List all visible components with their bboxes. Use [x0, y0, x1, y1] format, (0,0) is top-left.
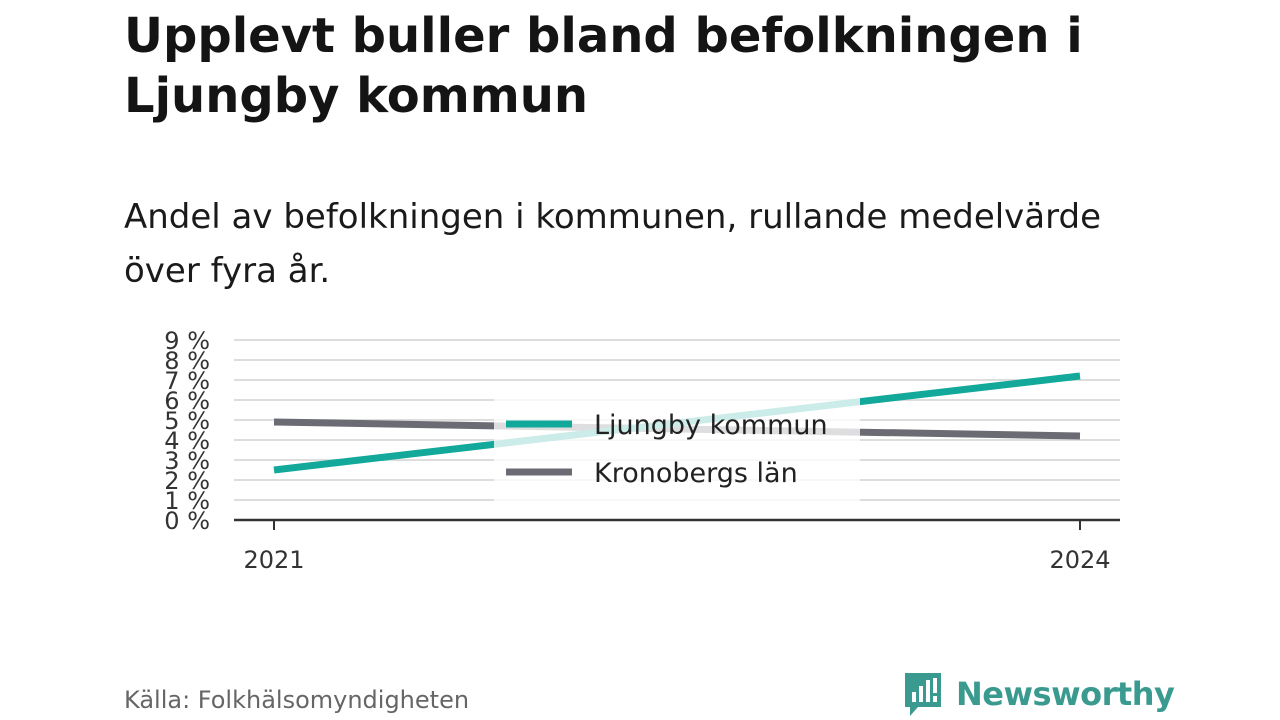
chart-title: Upplevt buller bland befolkningen i Ljun…: [124, 8, 1083, 124]
legend: Ljungby kommun Kronobergs län: [494, 398, 860, 502]
chat-bubble-bar-chart-icon: [905, 673, 941, 716]
y-tick-label: 7 %: [164, 367, 210, 395]
y-tick-label: 6 %: [164, 387, 210, 415]
legend-label: Ljungby kommun: [594, 410, 828, 441]
legend-box: [494, 398, 860, 502]
axes: 0 %1 %2 %3 %4 %5 %6 %7 %8 %9 % 2021 2024: [164, 327, 1120, 574]
y-tick-label: 1 %: [164, 487, 210, 515]
source-note: Källa: Folkhälsomyndigheten: [124, 686, 470, 714]
y-tick-label: 9 %: [164, 327, 210, 355]
y-tick-label: 8 %: [164, 347, 210, 375]
y-tick-label: 3 %: [164, 447, 210, 475]
y-tick-label: 2 %: [164, 467, 210, 495]
legend-label: Kronobergs län: [594, 458, 798, 489]
brand: Newsworthy: [902, 670, 1175, 718]
y-tick-label: 4 %: [164, 427, 210, 455]
x-tick-label: 2024: [1049, 546, 1110, 574]
line-chart: 0 %1 %2 %3 %4 %5 %6 %7 %8 %9 % 2021 2024 L…: [164, 327, 1120, 574]
x-tick-label: 2021: [243, 546, 304, 574]
y-tick-label: 0 %: [164, 507, 210, 535]
y-tick-label: 5 %: [164, 407, 210, 435]
brand-name: Newsworthy: [956, 675, 1175, 713]
chart-subtitle: Andel av befolkningen i kommunen, rullan…: [124, 197, 1102, 291]
